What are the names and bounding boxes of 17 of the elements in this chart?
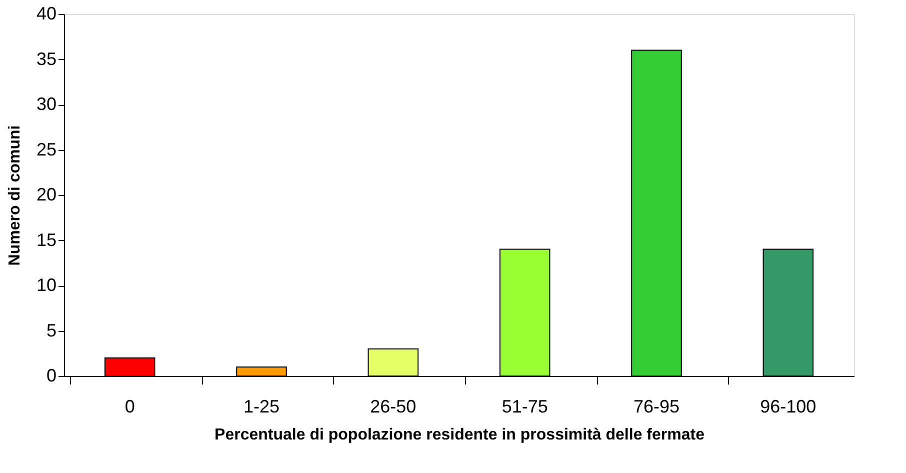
y-tick-label: 40 — [36, 4, 56, 24]
y-tick-label: 30 — [36, 94, 56, 114]
y-tick-label: 35 — [36, 48, 56, 69]
x-tick-label: 96-100 — [760, 396, 816, 416]
y-axis-title: Numero di comuni — [6, 125, 24, 266]
x-tick-label: 26-50 — [370, 396, 416, 416]
x-tick-label: 51-75 — [502, 396, 548, 416]
x-tick-label: 0 — [124, 396, 135, 416]
x-tick-label: 76-95 — [633, 396, 680, 416]
y-tick-label: 5 — [46, 320, 56, 340]
y-tick-label: 10 — [36, 275, 56, 295]
y-tick-label: 20 — [36, 184, 56, 204]
y-tick-label: 15 — [36, 230, 56, 250]
x-tick-label: 1-25 — [243, 396, 280, 416]
y-tick-label: 0 — [46, 366, 56, 386]
x-axis-title: Percentuale di popolazione residente in prossimità delle fermate — [214, 426, 705, 444]
y-tick-label: 25 — [36, 139, 56, 160]
